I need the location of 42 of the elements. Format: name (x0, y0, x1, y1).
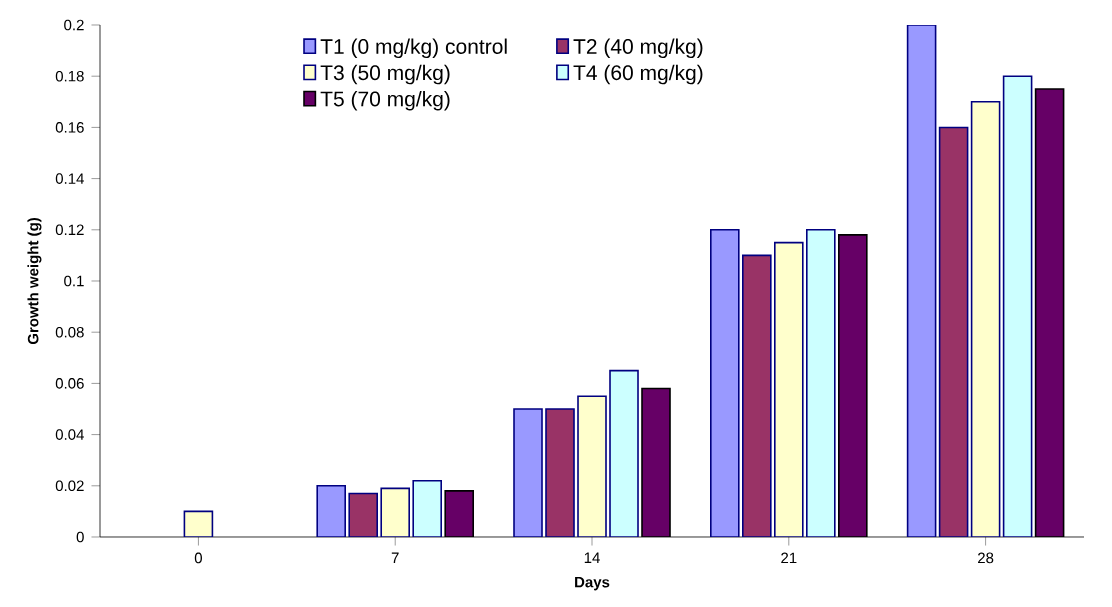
bar (742, 254, 772, 537)
legend-label: T4 (60 mg/kg) (573, 64, 703, 85)
y-tick-label: 0.02 (55, 480, 84, 492)
x-tick-label: 14 (584, 552, 600, 563)
y-tick-label: 0.14 (55, 173, 84, 184)
bar (641, 387, 671, 537)
y-tick-label: 0 (76, 531, 84, 543)
y-tick-label: 0.04 (55, 429, 84, 440)
bar (380, 487, 411, 537)
bar (609, 369, 639, 537)
bar (577, 395, 607, 537)
x-axis-title: Days (575, 576, 610, 591)
y-tick-label: 0.1 (64, 275, 84, 287)
bar (513, 408, 543, 537)
bar (545, 408, 575, 537)
x-tick-label: 0 (194, 552, 202, 564)
bar (1034, 88, 1065, 537)
bar (938, 126, 969, 537)
y-tick-label: 0.2 (64, 19, 84, 31)
y-axis-title: Growth weight (g) (27, 218, 42, 345)
bar (774, 241, 804, 537)
bar (348, 492, 379, 537)
bar (906, 25, 937, 537)
bar (806, 229, 836, 537)
bar (183, 510, 214, 537)
y-tick-label: 0.16 (55, 122, 84, 133)
y-tick-label: 0.18 (55, 70, 84, 82)
bar (970, 101, 1001, 537)
bar (1002, 75, 1033, 537)
legend-label: T3 (50 mg/kg) (320, 64, 450, 85)
legend-label: T5 (70 mg/kg) (320, 90, 450, 111)
y-tick-label: 0.06 (55, 378, 84, 389)
bar (838, 234, 868, 537)
y-tick-label: 0.12 (55, 224, 84, 236)
legend-label: T2 (40 mg/kg) (573, 38, 703, 59)
x-tick-label: 21 (781, 552, 797, 564)
y-tick-label: 0.08 (55, 326, 84, 338)
legend-label: T1 (0 mg/kg) control (320, 38, 507, 59)
bar (412, 479, 443, 537)
bar (710, 229, 740, 537)
x-tick-label: 28 (978, 552, 994, 564)
x-tick-label: 7 (391, 552, 399, 563)
